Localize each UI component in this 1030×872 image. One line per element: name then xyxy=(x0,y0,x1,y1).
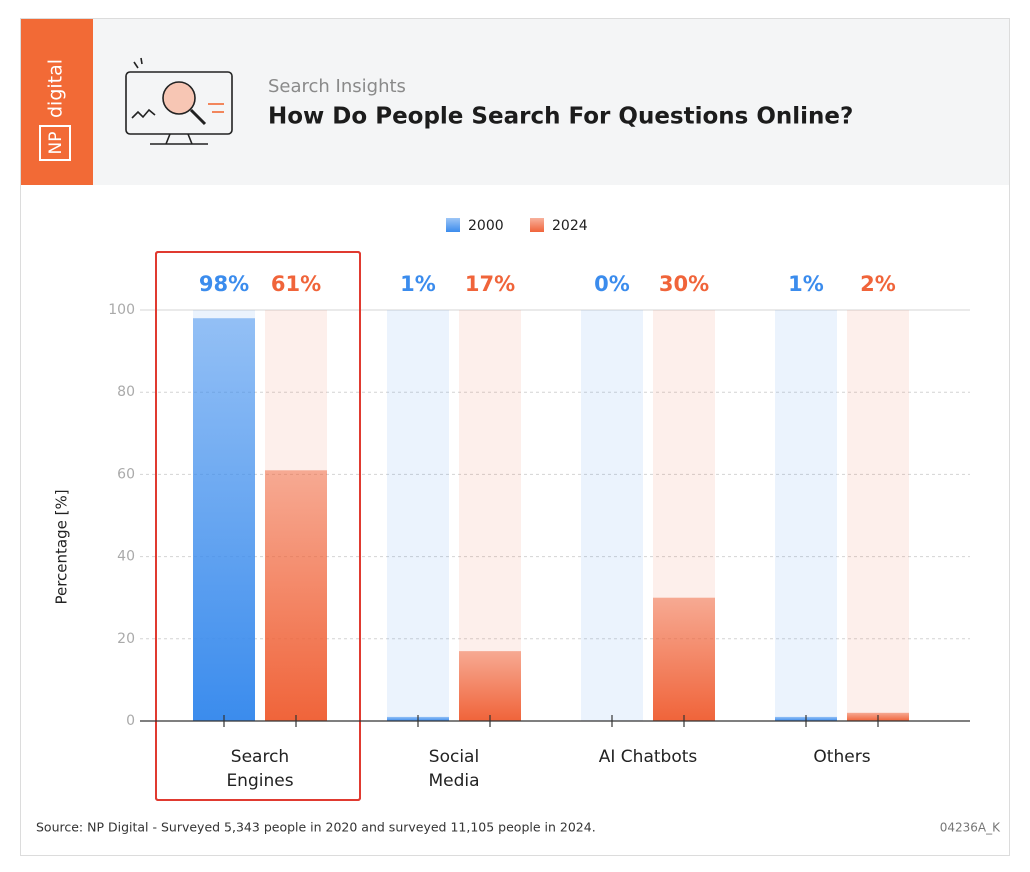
zigzag xyxy=(131,108,156,119)
y-tick-label: 40 xyxy=(117,549,135,565)
lens xyxy=(162,81,196,115)
y-axis-label: Percentage [%] xyxy=(53,489,71,604)
x-tick-label: Others xyxy=(813,747,870,767)
bar xyxy=(193,318,255,721)
spark xyxy=(133,57,143,69)
x-tick-label: Social xyxy=(429,747,479,767)
value-label: 61% xyxy=(271,272,321,296)
code: 04236A_K xyxy=(940,821,1001,835)
value-label: 30% xyxy=(659,272,709,296)
subtitle: Search Insights xyxy=(268,76,406,97)
stand xyxy=(165,133,171,145)
legend-label: 2000 xyxy=(468,218,504,234)
logo-block xyxy=(21,19,93,185)
logo-text: digital xyxy=(45,59,67,118)
legend-label: 2024 xyxy=(552,218,588,234)
bar xyxy=(265,470,327,721)
source: Source: NP Digital - Surveyed 5,343 peop… xyxy=(36,820,596,835)
bar xyxy=(653,597,715,721)
x-tick-label: Engines xyxy=(226,771,293,791)
y-tick-label: 20 xyxy=(117,631,135,647)
y-tick-label: 60 xyxy=(117,466,135,482)
logo: NP digital xyxy=(39,59,71,161)
y-tick-label: 0 xyxy=(126,713,135,729)
bar-track xyxy=(775,310,837,721)
stand xyxy=(187,133,193,145)
logo-box xyxy=(39,125,71,161)
value-label: 98% xyxy=(199,272,249,296)
legend-swatch xyxy=(530,218,544,232)
logo-np: NP xyxy=(46,132,66,155)
value-label: 2% xyxy=(860,272,896,296)
monitor xyxy=(125,71,233,135)
icon xyxy=(125,57,233,145)
value-label: 17% xyxy=(465,272,515,296)
y-tick-label: 80 xyxy=(117,384,135,400)
x-tick-label: Search xyxy=(231,747,289,767)
value-label: 1% xyxy=(400,272,436,296)
legend-swatch xyxy=(446,218,460,232)
bar-track xyxy=(581,310,643,721)
x-tick-label: Media xyxy=(428,771,479,791)
title: How Do People Search For Questions Onlin… xyxy=(268,104,853,130)
highlight-box xyxy=(155,251,361,801)
x-tick-label: AI Chatbots xyxy=(599,747,698,767)
bar xyxy=(459,651,521,721)
handle xyxy=(189,108,207,126)
bar-track xyxy=(387,310,449,721)
bar-track xyxy=(847,310,909,721)
value-label: 0% xyxy=(594,272,630,296)
y-tick-label: 100 xyxy=(108,302,135,318)
value-label: 1% xyxy=(788,272,824,296)
